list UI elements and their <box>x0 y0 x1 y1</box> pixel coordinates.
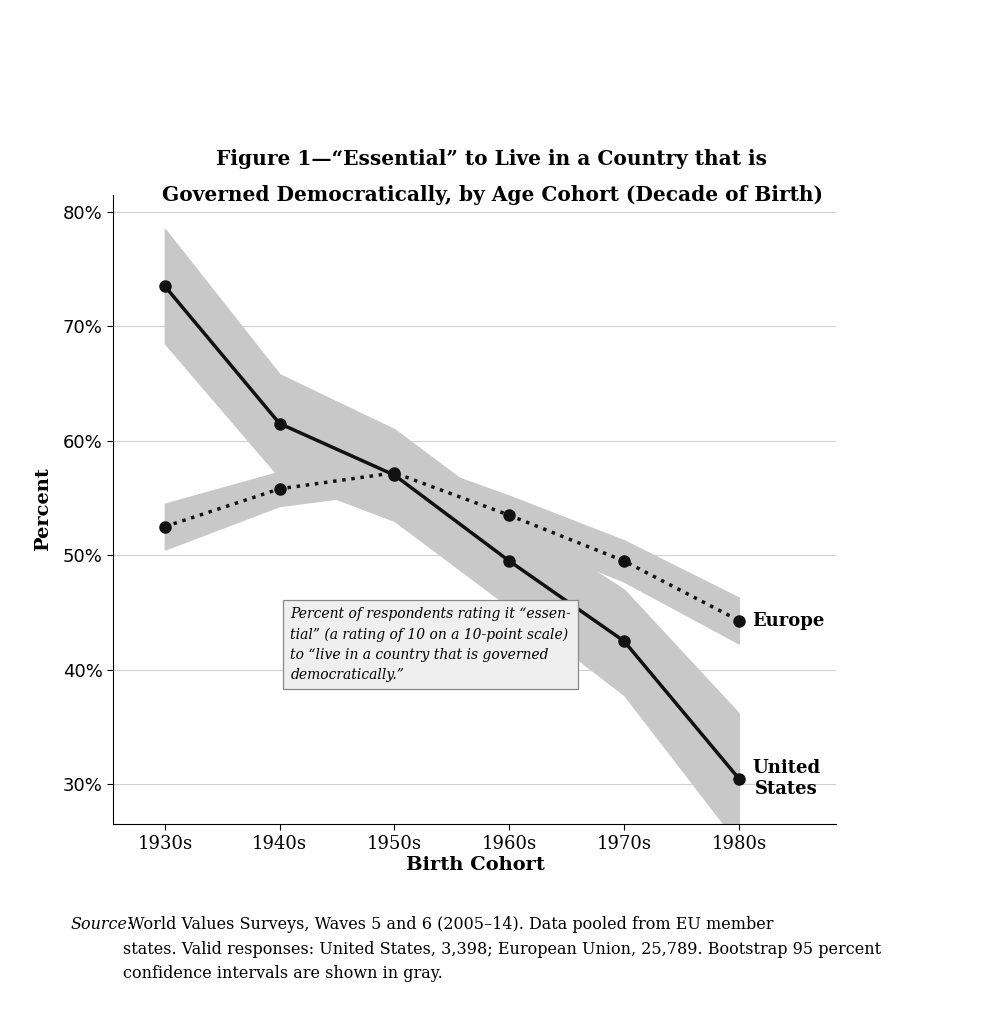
Text: Percent of respondents rating it “essen-
tial” (a rating of 10 on a 10-point sca: Percent of respondents rating it “essen-… <box>290 607 571 682</box>
Text: World Values Surveys, Waves 5 and 6 (2005–14). Data pooled from EU member
states: World Values Surveys, Waves 5 and 6 (200… <box>123 916 881 982</box>
Text: United
States: United States <box>753 759 821 798</box>
Text: Source:: Source: <box>71 916 133 934</box>
Text: Birth Cohort: Birth Cohort <box>405 856 545 874</box>
Text: Figure 1—“Essential” to Live in a Country that is: Figure 1—“Essential” to Live in a Countr… <box>216 148 768 169</box>
Y-axis label: Percent: Percent <box>33 468 52 551</box>
Text: Governed Democratically, by Age Cohort (Decade of Birth): Governed Democratically, by Age Cohort (… <box>161 184 823 205</box>
Text: Europe: Europe <box>753 611 825 630</box>
